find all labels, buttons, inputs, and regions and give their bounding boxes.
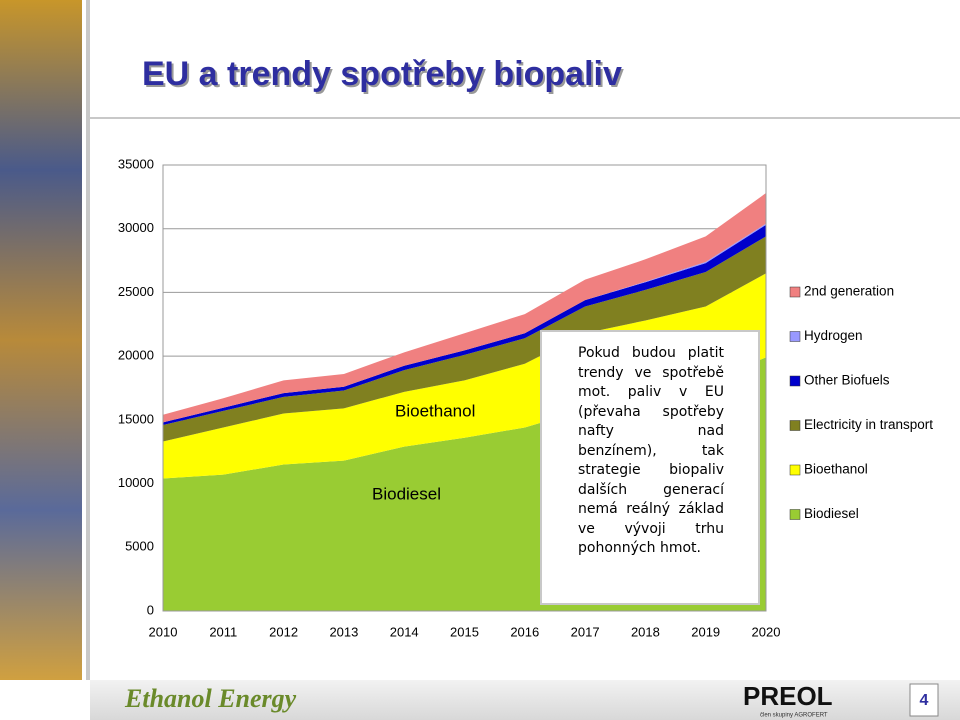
y-tick-label: 0 — [147, 602, 154, 617]
y-tick-label: 5000 — [125, 539, 154, 554]
legend-swatch — [789, 375, 801, 387]
legend-swatch — [789, 420, 801, 431]
legend-swatch — [789, 509, 801, 520]
area-label: Bioethanol — [395, 401, 475, 420]
plot-area — [162, 164, 767, 612]
x-tick-label: 2011 — [209, 624, 237, 639]
y-tick-label: 35000 — [118, 156, 154, 171]
note-box: Pokud budou platit trendy ve spotřebě mo… — [540, 330, 760, 605]
title-shadow: EU a trendy spotřeby biopaliv — [144, 57, 624, 95]
page-number: 4 — [920, 692, 929, 709]
area — [163, 273, 766, 479]
legend-label: 2nd generation — [804, 284, 894, 299]
legend-swatch — [789, 464, 801, 476]
legend-label: Other Biofuels — [804, 373, 890, 388]
decor-line — [86, 0, 90, 680]
x-tick-label: 2012 — [269, 624, 298, 639]
area — [163, 193, 766, 423]
x-tick-label: 2019 — [691, 624, 720, 639]
legend-label: Hydrogen — [804, 328, 863, 343]
decor-strip — [0, 0, 82, 680]
x-tick-label: 2015 — [450, 624, 479, 639]
x-tick-label: 2018 — [631, 624, 660, 639]
footer-logo: PREOL — [743, 681, 833, 711]
x-tick-label: 2020 — [752, 624, 781, 639]
footer-logo-sub: člen skupiny AGROFERT — [760, 713, 828, 719]
area — [163, 236, 766, 442]
legend-swatch — [789, 286, 801, 298]
slide-title: EU a trendy spotřeby biopaliv — [142, 55, 622, 93]
legend-label: Bioethanol — [804, 462, 868, 477]
y-tick-label: 25000 — [118, 284, 154, 299]
legend-label: Biodiesel — [804, 506, 859, 521]
area-label: Biodiesel — [372, 484, 441, 503]
legend-swatch — [789, 331, 801, 342]
page-box — [909, 683, 939, 717]
x-tick-label: 2010 — [149, 624, 178, 639]
y-tick-label: 30000 — [118, 220, 154, 235]
title-rule — [90, 117, 960, 119]
footer-bar — [90, 680, 960, 720]
x-tick-label: 2016 — [510, 624, 539, 639]
footer-logo: Ethanol Energy — [124, 684, 297, 713]
x-tick-label: 2014 — [390, 624, 419, 639]
y-tick-label: 10000 — [118, 475, 154, 490]
legend-label: Electricity in transport — [804, 417, 933, 432]
x-tick-label: 2017 — [571, 624, 600, 639]
y-tick-label: 15000 — [118, 411, 154, 426]
x-tick-label: 2013 — [329, 624, 358, 639]
y-tick-label: 20000 — [118, 348, 154, 363]
